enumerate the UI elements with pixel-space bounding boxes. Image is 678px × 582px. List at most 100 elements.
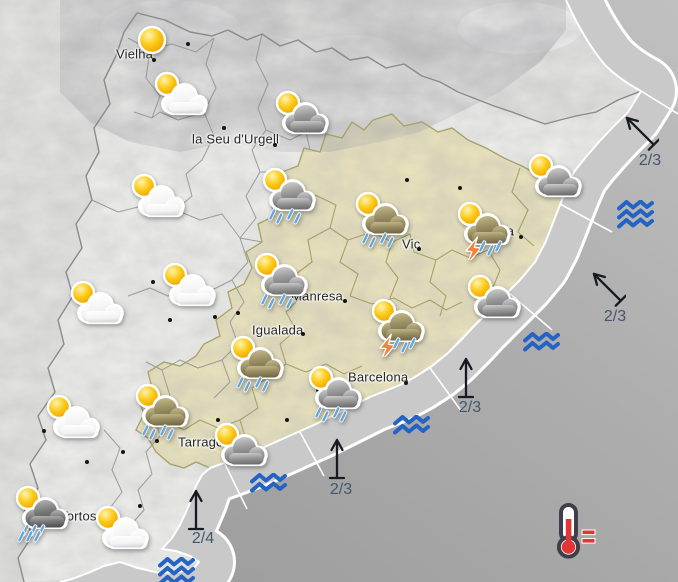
wind-arrow-icon-n bbox=[178, 485, 214, 542]
weather-icon-sun-gray-cloud bbox=[272, 89, 336, 149]
marine-zone-dividers bbox=[224, 90, 678, 510]
town-dot bbox=[168, 318, 172, 322]
city-dot-vic bbox=[417, 247, 421, 251]
wind-speed-label: 2/3 bbox=[329, 481, 353, 498]
town-dot bbox=[216, 418, 220, 422]
city-dot-barcelona bbox=[404, 381, 408, 385]
weather-icon-sun-olive-cloud-rain bbox=[132, 382, 196, 442]
sun-olive-cloud-rain-glyph bbox=[230, 335, 284, 393]
wind-speed-label: 2/3 bbox=[638, 152, 662, 169]
sun-dark-cloud-rain-glyph bbox=[15, 485, 69, 543]
weather-icon-sun-gray-cloud bbox=[211, 421, 275, 481]
town-dot bbox=[405, 178, 409, 182]
city-label-la-seu-d-urgell: la Seu d'Urgell bbox=[192, 131, 280, 147]
town-dot bbox=[155, 439, 159, 443]
town-dot bbox=[42, 429, 46, 433]
sea bbox=[60, 0, 678, 582]
wave-icon bbox=[523, 331, 560, 352]
wave-icon bbox=[250, 472, 287, 493]
weather-icon-sun-white-cloud bbox=[43, 393, 107, 453]
sun-gray-cloud-glyph bbox=[214, 422, 268, 467]
town-dot bbox=[151, 280, 155, 284]
town-dot bbox=[138, 504, 142, 508]
weather-icon-sun-olive-cloud-storm bbox=[454, 200, 518, 265]
sun-olive-cloud-rain-glyph bbox=[135, 383, 189, 441]
wind-arrow-nw bbox=[592, 272, 627, 307]
sea-state-waves-icon bbox=[158, 556, 196, 582]
sun-gray-cloud-glyph bbox=[467, 274, 521, 319]
thermometer-icon bbox=[556, 503, 596, 559]
wind-speed-label: 2/4 bbox=[191, 530, 215, 547]
sun-white-cloud-glyph bbox=[162, 262, 216, 307]
sea-state-waves-icon bbox=[617, 199, 655, 242]
sun-white-cloud-glyph bbox=[154, 71, 208, 116]
weather-icon-sun-gray-cloud-rain bbox=[251, 251, 315, 311]
wave-icon bbox=[158, 556, 195, 582]
wind-arrow-n bbox=[457, 357, 475, 399]
sun-gray-cloud-glyph bbox=[528, 153, 582, 198]
weather-icon-sun-gray-cloud-rain bbox=[305, 364, 369, 424]
weather-icon-sun-gray-cloud-rain bbox=[259, 166, 323, 226]
weather-icon-sun-gray-cloud bbox=[525, 152, 589, 212]
wind-speed-label: 2/3 bbox=[458, 399, 482, 416]
thermometer-steady-icon bbox=[548, 503, 604, 568]
weather-icon-sun-olive-cloud-storm bbox=[368, 297, 432, 362]
wind-arrow-n bbox=[187, 489, 205, 531]
weather-icon-sun-olive-cloud-rain bbox=[352, 190, 416, 250]
sea-state-waves-icon bbox=[250, 472, 288, 506]
sun-gray-cloud-rain-glyph bbox=[308, 365, 362, 423]
weather-icon-sun-white-cloud bbox=[151, 70, 215, 130]
city-dot-girona bbox=[519, 235, 523, 239]
sun-gray-cloud-glyph bbox=[275, 90, 329, 135]
town-dot bbox=[236, 311, 240, 315]
sun-olive-cloud-rain-glyph bbox=[355, 191, 409, 249]
town-dot bbox=[458, 186, 462, 190]
weather-icon-sun-dark-cloud-rain bbox=[12, 484, 76, 544]
wave-icon bbox=[617, 199, 654, 228]
sea-state-waves-icon bbox=[393, 414, 431, 448]
town-dot bbox=[213, 315, 217, 319]
wave-icon bbox=[393, 414, 430, 435]
town-dot bbox=[121, 450, 125, 454]
city-dot-manresa bbox=[343, 299, 347, 303]
weather-icon-sun-white-cloud bbox=[128, 172, 192, 232]
town-dot bbox=[316, 388, 320, 392]
sun-white-cloud-glyph bbox=[46, 394, 100, 439]
city-label-barcelona: Barcelona bbox=[348, 369, 409, 385]
weather-icon-sun-gray-cloud bbox=[464, 273, 528, 333]
sunny-glyph bbox=[137, 25, 167, 55]
sun-olive-cloud-storm-glyph bbox=[371, 298, 425, 362]
sun-gray-cloud-rain-glyph bbox=[254, 252, 308, 310]
town-dot bbox=[285, 418, 289, 422]
wind-arrow-nw bbox=[625, 116, 660, 151]
weather-icon-sun-white-cloud bbox=[92, 504, 156, 564]
sea-state-waves-icon bbox=[523, 331, 561, 365]
town-dot bbox=[222, 126, 226, 130]
wind-arrow-icon-n bbox=[448, 353, 484, 410]
wind-arrow-icon-nw bbox=[623, 106, 660, 163]
sun-white-cloud-glyph bbox=[131, 173, 185, 218]
city-dot-vielha bbox=[152, 58, 156, 62]
town-dot bbox=[85, 460, 89, 464]
sun-gray-cloud-rain-glyph bbox=[262, 167, 316, 225]
wind-arrow-n bbox=[328, 438, 346, 480]
sun-white-cloud-glyph bbox=[95, 505, 149, 550]
city-dot-igualada bbox=[301, 332, 305, 336]
city-dot-la-seu-d-urgell bbox=[273, 143, 277, 147]
city-label-igualada: Igualada bbox=[252, 322, 304, 338]
coastal-water-band bbox=[60, 0, 678, 582]
weather-icon-sun-olive-cloud-rain bbox=[227, 334, 291, 394]
sun-white-cloud-glyph bbox=[70, 280, 124, 325]
sun-olive-cloud-storm-glyph bbox=[457, 201, 511, 265]
wind-arrow-icon-nw bbox=[590, 262, 627, 319]
wind-arrow-icon-n bbox=[319, 434, 355, 491]
wind-speed-label: 2/3 bbox=[603, 308, 627, 325]
weather-icon-sun-white-cloud bbox=[159, 261, 223, 321]
weather-icon-sun-white-cloud bbox=[67, 279, 131, 339]
equal-sign bbox=[581, 529, 596, 544]
weather-icon-sunny bbox=[120, 10, 184, 70]
city-label-tortosa: Tortosa bbox=[60, 508, 105, 524]
town-dot bbox=[186, 42, 190, 46]
